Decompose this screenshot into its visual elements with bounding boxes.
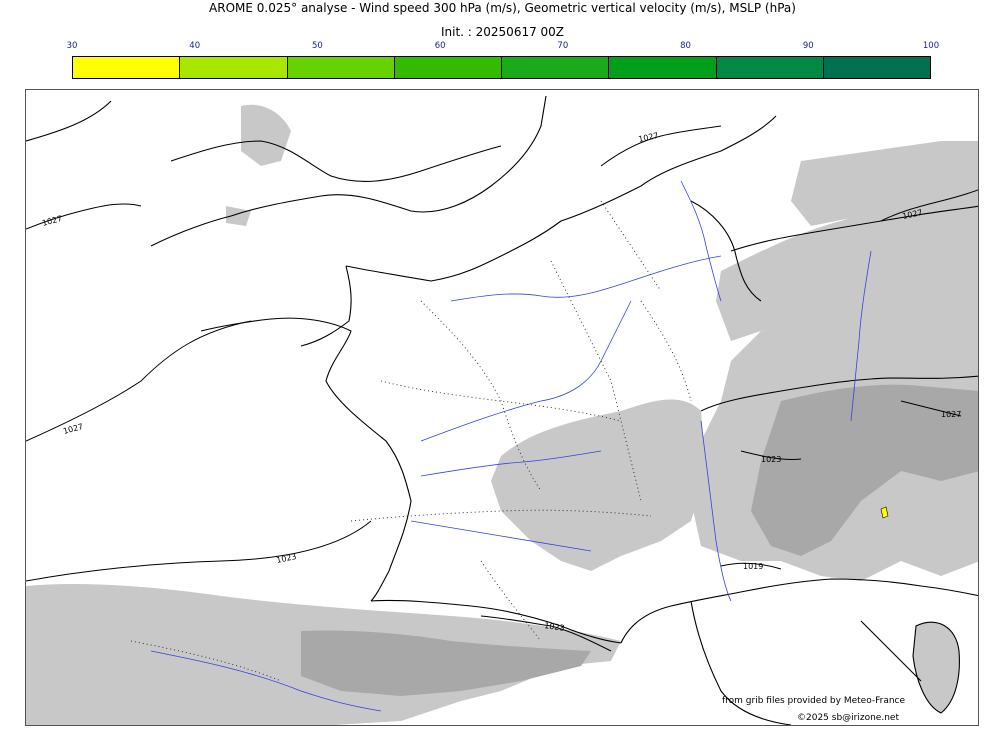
dordogne-river [420, 450, 602, 477]
dept-border-5 [640, 300, 692, 402]
colorbar-segment [502, 57, 610, 78]
colorbar-segment [287, 57, 395, 78]
swiss-border [700, 375, 978, 412]
isobar-1023-alps [740, 450, 802, 460]
alps-core [751, 384, 978, 556]
italy-coast [690, 600, 922, 725]
isobar-1027-north [600, 125, 722, 167]
corsica-coast [912, 621, 960, 714]
dept-border-7 [600, 200, 662, 292]
dept-border-2 [550, 260, 642, 502]
dept-border-8 [130, 640, 282, 682]
chart-title: AROME 0.025° analyse - Wind speed 300 hP… [209, 1, 796, 15]
dept-borders [130, 200, 692, 682]
colorbar-segment [73, 57, 181, 78]
rhone-river [700, 420, 732, 602]
isobar-label: 1027 [902, 208, 924, 221]
germany-relief [791, 141, 978, 226]
colorbar-segment [180, 57, 288, 78]
isobar-label: 1023 [544, 621, 565, 633]
ebro-river [150, 650, 382, 712]
colorbar-tick-label: 50 [312, 41, 323, 51]
init-time: Init. : 20250617 00Z [440, 25, 565, 39]
isobar-1027-west [26, 203, 142, 230]
map-panel: 1027 1027 1027 1027 1023 1023 1027 1023 … [25, 89, 979, 726]
med-coast [620, 578, 978, 644]
colorbar-tick-label: 100 [922, 41, 940, 51]
isobar-label: 1019 [743, 562, 763, 571]
isobars [26, 125, 978, 652]
colorbar-tick-label: 70 [557, 41, 569, 51]
colorbar-segment [394, 57, 502, 78]
isobar-label: 1023 [276, 552, 298, 565]
colorbar-tick-label: 60 [434, 41, 446, 51]
pyrenees-core [301, 630, 591, 696]
france-atlantic-coast [200, 317, 412, 602]
france-south-border [370, 599, 622, 644]
isobar-label: 1027 [638, 131, 660, 144]
wind-highlight [880, 506, 889, 519]
isobar-1023-pyrenees [480, 615, 612, 652]
uk-inner [170, 140, 502, 182]
isobar-1027-east [880, 189, 978, 222]
source-credit: from grib files provided by Meteo-France [722, 696, 906, 706]
loire-river [420, 300, 632, 442]
colorbar [72, 56, 931, 79]
rivers [150, 180, 872, 712]
uk-relief-2 [226, 206, 251, 226]
isobar-1019 [720, 562, 782, 570]
isobar-label: 1027 [41, 214, 63, 228]
corsica-relief [913, 622, 960, 713]
lux-border [690, 200, 762, 302]
coastlines [26, 95, 978, 725]
colorbar-segment [609, 57, 717, 78]
isobar-1027-alps [900, 400, 962, 417]
colorbar-tick-label: 40 [189, 41, 201, 51]
colorbar-tick-label: 90 [802, 41, 814, 51]
colorbar-segment [716, 57, 824, 78]
copyright-credit: ©2025 sb@irizone.net [797, 713, 899, 723]
benelux-coast [640, 115, 777, 187]
rhine-river [850, 250, 872, 422]
relief-dark [301, 384, 978, 696]
massif-central-relief [491, 399, 706, 571]
isobar-1023-southwest [26, 520, 372, 582]
colorbar-tick-label: 30 [66, 41, 78, 51]
isobar-1027-atlantic [26, 320, 252, 442]
dept-border-1 [420, 300, 542, 492]
isobar-label: 1027 [62, 422, 84, 436]
jura-vosges-relief [716, 181, 978, 341]
map-svg: 1027 1027 1027 1027 1023 1023 1027 1023 … [26, 95, 978, 725]
colorbar-tick-label: 80 [680, 41, 691, 51]
isobar-label: 1027 [941, 410, 961, 419]
france-channel-coast [345, 185, 642, 282]
colorbar-segment [823, 57, 930, 78]
normandy-cotentin [300, 265, 352, 347]
uk-south-coast [26, 95, 547, 247]
isobar-label: 1023 [761, 455, 781, 464]
seine-river [450, 255, 722, 302]
uk-relief-1 [241, 104, 291, 166]
german-border [730, 205, 978, 252]
meuse-river [680, 180, 722, 302]
garonne-river [410, 520, 592, 552]
